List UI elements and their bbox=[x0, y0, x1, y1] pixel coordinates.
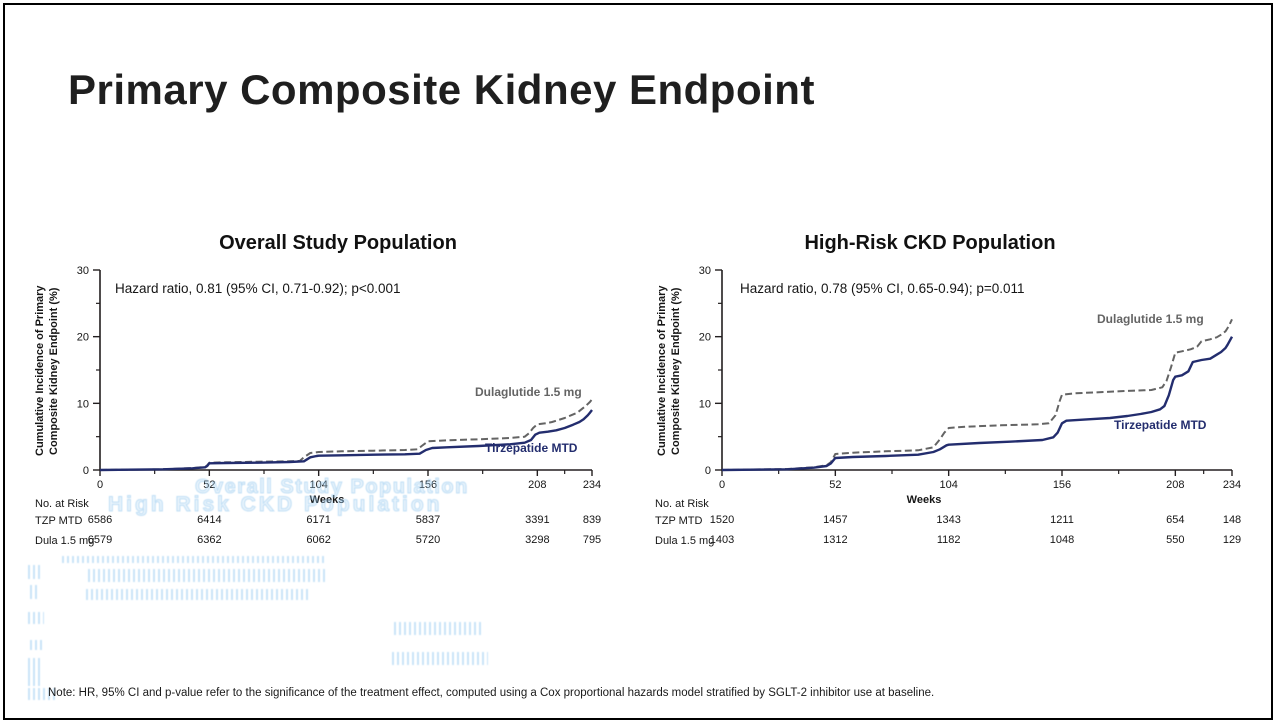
at-risk-value: 1182 bbox=[936, 534, 961, 546]
ghost-text-artifact bbox=[394, 622, 482, 635]
y-tick-label: 30 bbox=[77, 265, 89, 277]
series-label-dulaglutide: Dulaglutide 1.5 mg bbox=[475, 385, 582, 399]
at-risk-row-label-dula: Dula 1.5 mg bbox=[35, 535, 95, 547]
x-tick-label: 208 bbox=[1166, 479, 1184, 491]
ghost-text-artifact bbox=[28, 658, 42, 686]
x-tick-label: 104 bbox=[939, 479, 957, 491]
at-risk-value: 6414 bbox=[197, 514, 222, 526]
at-risk-row-label-dula: Dula 1.5 mg bbox=[655, 535, 715, 547]
x-tick-label: 52 bbox=[203, 479, 215, 491]
x-tick-label: 156 bbox=[419, 479, 437, 491]
ghost-text-artifact bbox=[30, 640, 42, 650]
slide-title: Primary Composite Kidney Endpoint bbox=[68, 66, 815, 113]
at-risk-label: No. at Risk bbox=[655, 498, 709, 510]
chart-high-risk-ckd-population: High-Risk CKD Population Hazard ratio, 0… bbox=[652, 230, 1276, 570]
ghost-text-artifact bbox=[392, 652, 488, 665]
x-tick-label: 0 bbox=[719, 479, 725, 491]
x-axis-label: Weeks bbox=[906, 494, 942, 506]
hazard-ratio-text: Hazard ratio, 0.78 (95% CI, 0.65-0.94); … bbox=[740, 281, 1025, 296]
x-tick-label: 234 bbox=[1223, 479, 1241, 491]
at-risk-value: 148 bbox=[1222, 514, 1242, 526]
y-tick-label: 10 bbox=[699, 398, 711, 410]
series-label-dulaglutide: Dulaglutide 1.5 mg bbox=[1097, 312, 1204, 326]
at-risk-value: 1403 bbox=[709, 534, 735, 546]
x-tick-label: 208 bbox=[528, 479, 546, 491]
ghost-text-artifact bbox=[28, 565, 42, 579]
at-risk-value: 5720 bbox=[415, 534, 441, 546]
ghost-text-artifact bbox=[86, 589, 310, 600]
hazard-ratio-text: Hazard ratio, 0.81 (95% CI, 0.71-0.92); … bbox=[115, 281, 401, 296]
at-risk-value: 1048 bbox=[1049, 534, 1075, 546]
at-risk-value: 3391 bbox=[525, 514, 550, 526]
at-risk-value: 3298 bbox=[525, 534, 550, 546]
x-axis-label: Weeks bbox=[309, 494, 345, 506]
at-risk-value: 129 bbox=[1222, 534, 1242, 546]
ghost-text-artifact: Overall Study Population bbox=[195, 476, 469, 499]
y-tick-label: 0 bbox=[83, 465, 89, 477]
at-risk-value: 1312 bbox=[823, 534, 848, 546]
series-curve-tirzepatide bbox=[721, 336, 1234, 472]
chart-title: Overall Study Population bbox=[219, 232, 457, 254]
ghost-text-artifact bbox=[30, 585, 40, 599]
at-risk-value: 5837 bbox=[415, 514, 441, 526]
y-tick-label: 10 bbox=[77, 398, 89, 410]
x-tick-label: 104 bbox=[309, 479, 327, 491]
y-tick-label: 20 bbox=[699, 332, 711, 344]
series-curve-dulaglutide bbox=[99, 398, 593, 471]
axes bbox=[99, 270, 592, 471]
at-risk-value: 6362 bbox=[197, 534, 222, 546]
ghost-text-artifact bbox=[28, 688, 58, 700]
at-risk-value: 1211 bbox=[1050, 514, 1074, 526]
at-risk-row-label-tzp: TZP MTD bbox=[35, 515, 83, 527]
at-risk-value: 1457 bbox=[823, 514, 848, 526]
x-tick-label: 234 bbox=[583, 479, 601, 491]
y-tick-label: 30 bbox=[699, 265, 711, 277]
at-risk-value: 6579 bbox=[87, 534, 113, 546]
footnote: Note: HR, 95% CI and p-value refer to th… bbox=[48, 687, 935, 699]
ghost-text-artifact bbox=[28, 612, 44, 624]
at-risk-label: No. at Risk bbox=[35, 498, 89, 510]
series-curve-tirzepatide bbox=[99, 409, 593, 472]
km-plot: 0 52 104 156 208 234 0 10 20 30 bbox=[699, 265, 1241, 491]
series-label-tirzepatide: Tirzepatide MTD bbox=[485, 441, 578, 455]
series-label-tirzepatide: Tirzepatide MTD bbox=[1114, 418, 1207, 432]
at-risk-value: 6062 bbox=[306, 534, 331, 546]
at-risk-value: 1343 bbox=[936, 514, 961, 526]
x-tick-label: 0 bbox=[97, 479, 103, 491]
at-risk-value: 6171 bbox=[306, 514, 331, 526]
at-risk-value: 1520 bbox=[709, 514, 735, 526]
series-curve-dulaglutide bbox=[721, 318, 1233, 471]
at-risk-value: 654 bbox=[1166, 514, 1185, 526]
ghost-text-artifact: High Risk CKD Population bbox=[108, 493, 443, 517]
y-tick-label: 0 bbox=[705, 465, 711, 477]
ghost-text-artifact bbox=[88, 569, 326, 582]
chart-title: High-Risk CKD Population bbox=[804, 232, 1056, 254]
at-risk-value: 839 bbox=[582, 514, 602, 526]
km-plot: 0 52 104 156 208 234 0 10 20 30 bbox=[77, 265, 601, 491]
at-risk-row-label-tzp: TZP MTD bbox=[655, 515, 703, 527]
at-risk-value: 550 bbox=[1166, 534, 1185, 546]
y-tick-label: 20 bbox=[77, 332, 89, 344]
ghost-text-artifact bbox=[62, 556, 324, 563]
axes bbox=[721, 270, 1232, 471]
chart-overall-study-population: Overall Study Population Hazard ratio, 0… bbox=[30, 230, 670, 570]
at-risk-value: 6586 bbox=[87, 514, 113, 526]
at-risk-value: 795 bbox=[582, 534, 602, 546]
x-tick-label: 156 bbox=[1053, 479, 1071, 491]
x-tick-label: 52 bbox=[829, 479, 841, 491]
